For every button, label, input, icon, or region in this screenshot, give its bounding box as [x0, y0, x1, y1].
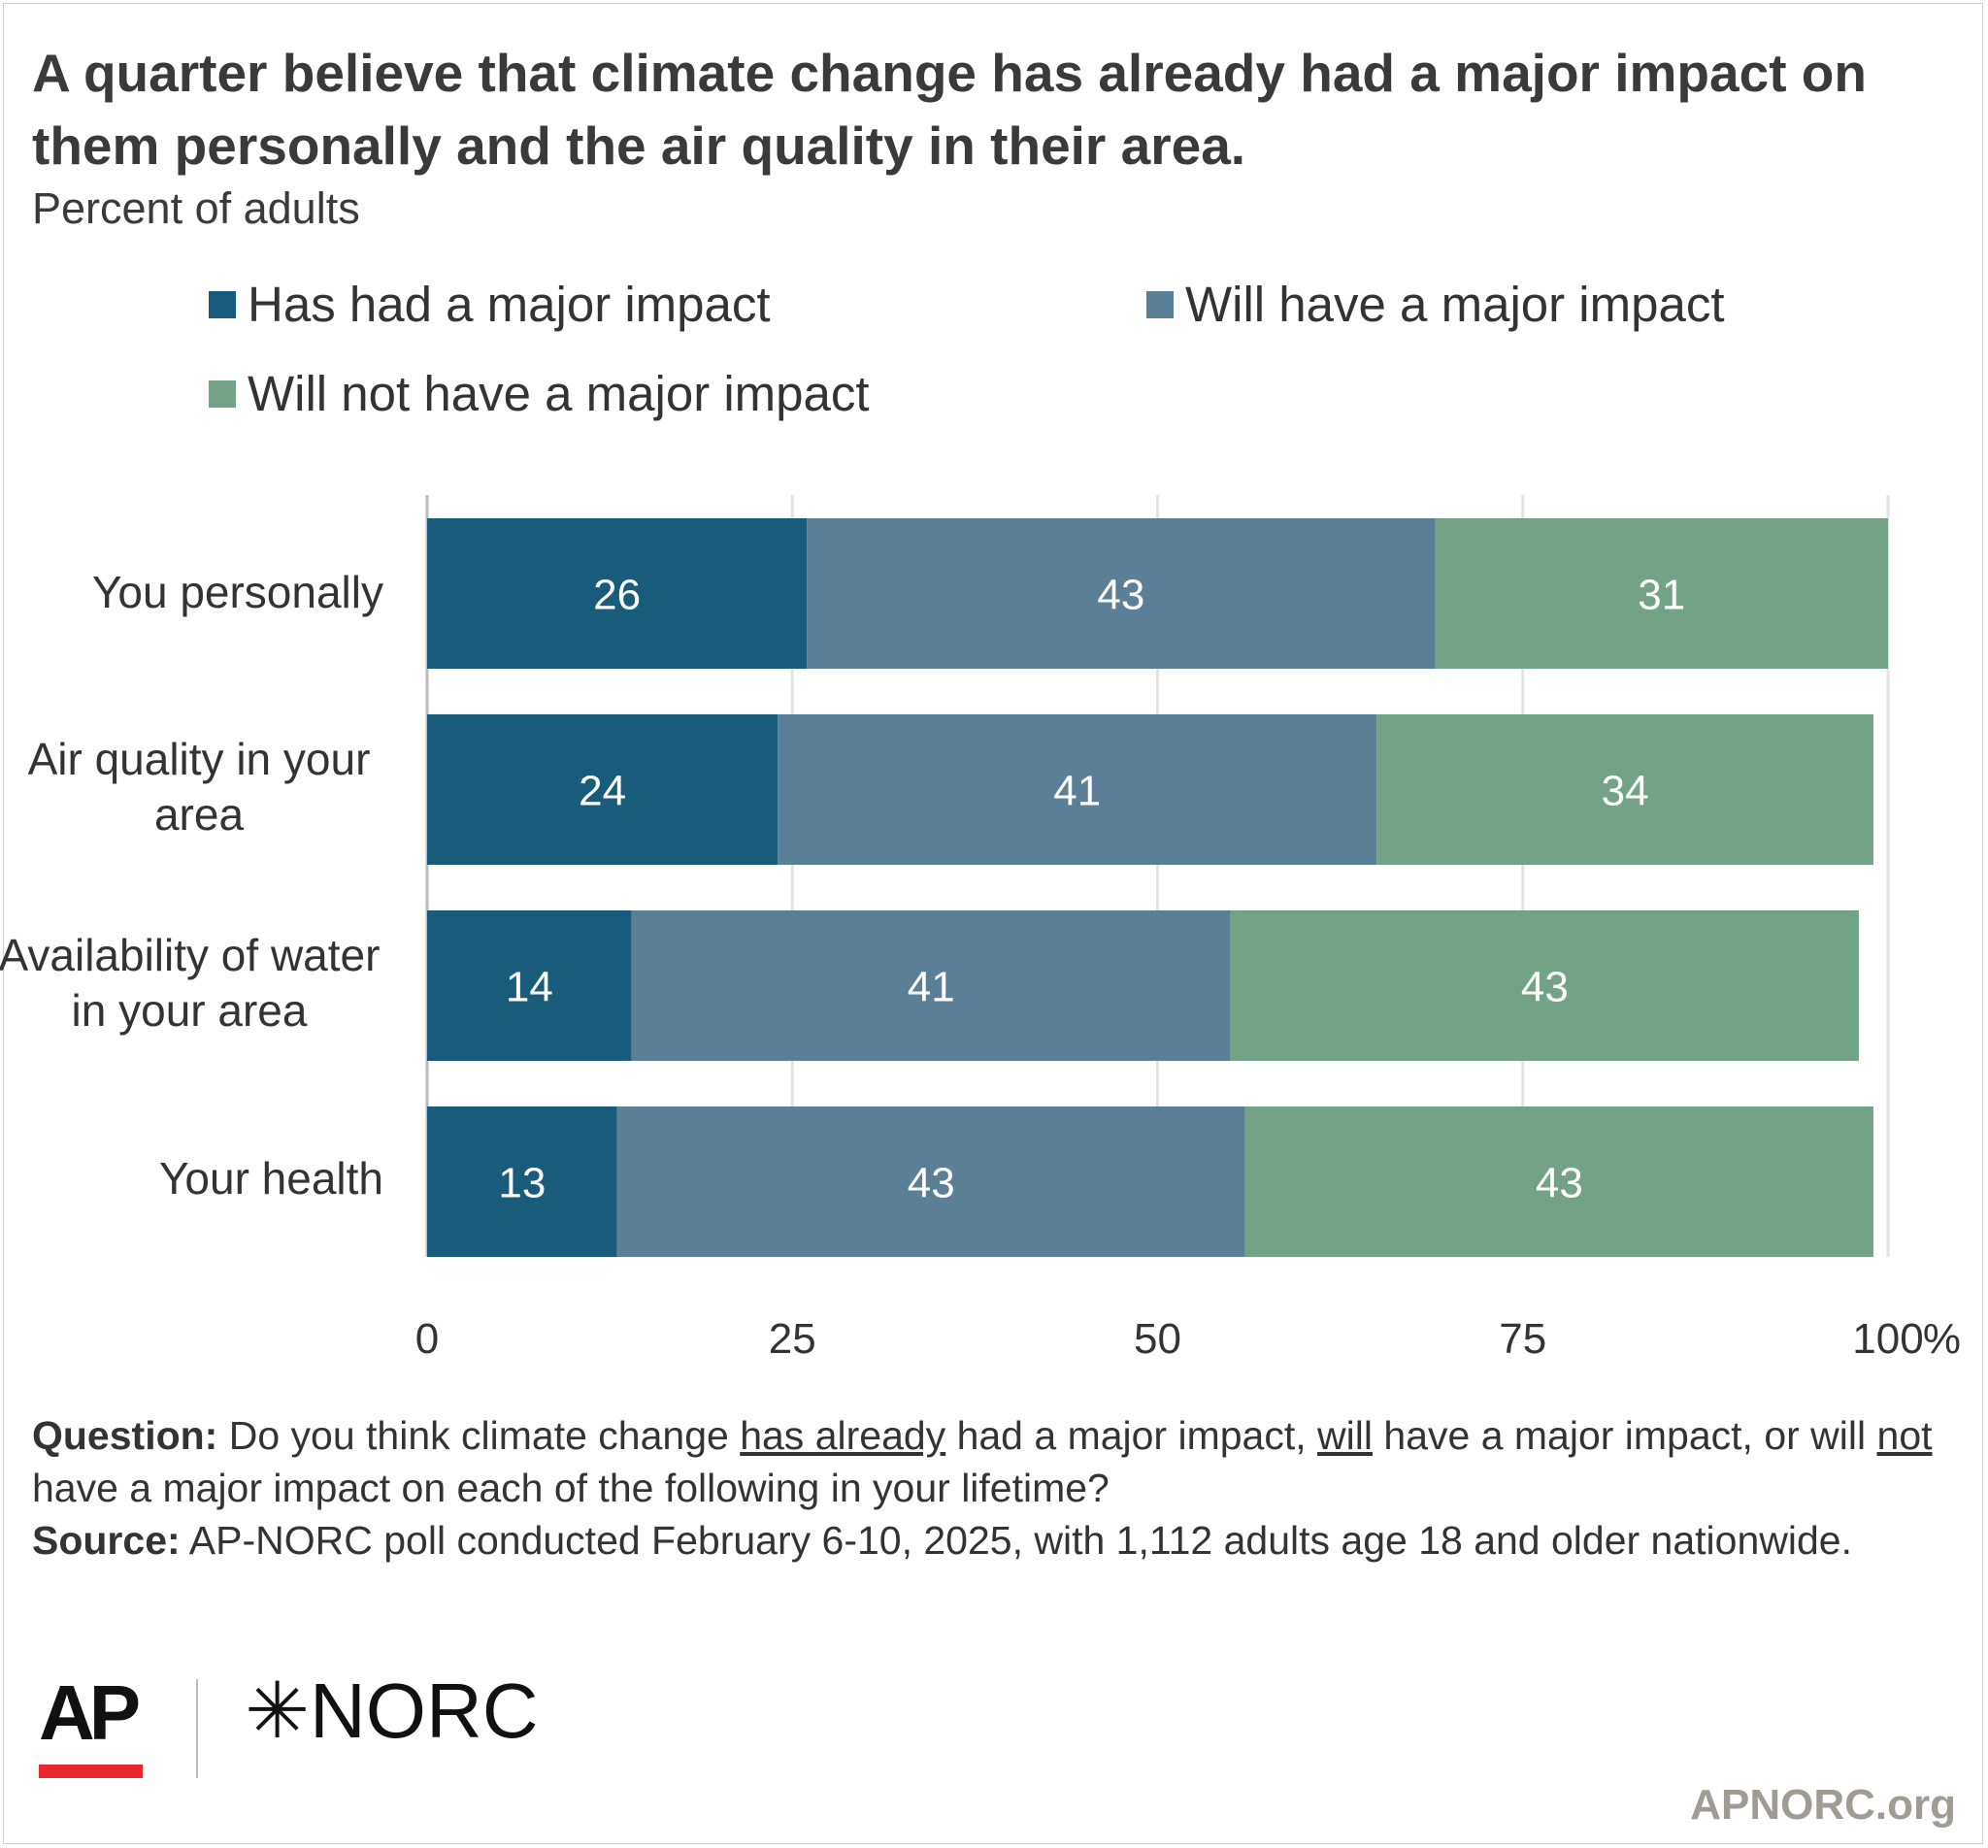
question-text-1: Do you think climate change [228, 1413, 729, 1458]
source-label: Source: [32, 1518, 181, 1563]
data-label: 43 [1521, 964, 1569, 1011]
data-label: 31 [1638, 572, 1685, 619]
bar-segment [1435, 518, 1888, 669]
chart-notes: Question: Do you think climate change ha… [32, 1409, 1954, 1567]
logo-divider [196, 1679, 198, 1778]
legend-label-has-had: Has had a major impact [248, 277, 771, 332]
question-label: Question: [32, 1413, 218, 1458]
bar-segment [427, 714, 779, 865]
data-label: 34 [1602, 768, 1649, 815]
chart-title: A quarter believe that climate change ha… [32, 43, 1867, 176]
question-text-3: have a major impact, or will [1383, 1413, 1867, 1458]
chart-subtitle: Percent of adults [32, 183, 360, 233]
data-label: 41 [908, 964, 955, 1011]
question-text-4: have a major impact on each of the follo… [32, 1466, 1110, 1510]
legend-item-will-not: Will not have a major impact [209, 365, 870, 423]
legend-item-has-had: Has had a major impact [209, 276, 771, 334]
bar-segment [778, 714, 1377, 865]
data-label: 13 [498, 1160, 546, 1207]
bar-segment [616, 1106, 1245, 1257]
x-tick-label: 0 [415, 1315, 439, 1363]
x-tick-label: 75 [1499, 1315, 1546, 1363]
data-label: 43 [1097, 572, 1144, 619]
site-url: APNORC.org [1690, 1781, 1956, 1829]
norc-logo: ✳NORC [245, 1667, 539, 1755]
data-label: 43 [908, 1160, 955, 1207]
legend-label-will-not: Will not have a major impact [248, 366, 870, 421]
category-label-water-availability: Availability of water in your area [0, 930, 381, 1036]
x-tick-label: 50 [1134, 1315, 1181, 1363]
bar-segment [807, 518, 1436, 669]
category-label-you-personally: You personally [91, 567, 383, 617]
bar-segment [631, 910, 1231, 1061]
data-label: 14 [506, 964, 553, 1011]
bar-segment [1230, 910, 1859, 1061]
legend-swatch-will-not [209, 380, 236, 408]
ap-logo-underline [39, 1765, 143, 1778]
chart-frame [3, 3, 1983, 1844]
legend-item-will-have: Will have a major impact [1146, 276, 1725, 334]
data-label: 26 [593, 572, 641, 619]
bar-segment [427, 910, 632, 1061]
norc-logo-text: NORC [310, 1667, 539, 1754]
category-label-air-quality: Air quality in your area [27, 734, 371, 840]
question-text-2: had a major impact, [956, 1413, 1307, 1458]
category-label-your-health: Your health [158, 1153, 383, 1204]
bar-segment [1376, 714, 1873, 865]
x-unit-label: % [1923, 1315, 1961, 1363]
legend-swatch-will-have [1146, 291, 1174, 318]
question-not: not [1876, 1413, 1933, 1458]
legend-swatch-has-had [209, 291, 236, 318]
bar-segment [427, 1106, 617, 1257]
source-text: AP-NORC poll conducted February 6-10, 20… [188, 1518, 1852, 1563]
x-tick-label: 100 [1852, 1315, 1923, 1363]
data-label: 43 [1536, 1160, 1583, 1207]
bar-segment [1244, 1106, 1873, 1257]
data-label: 24 [579, 768, 626, 815]
bar-segment [427, 518, 808, 669]
norc-mark-icon: ✳ [245, 1667, 311, 1754]
bar-chart: 0 25 50 75 100 % 26 43 31 24 41 34 14 41 43 13 43 43 [415, 495, 1961, 1363]
question-will: will [1317, 1413, 1373, 1458]
ap-logo: AP [39, 1669, 141, 1756]
data-label: 41 [1053, 768, 1101, 815]
legend-label-will-have: Will have a major impact [1185, 277, 1725, 332]
x-tick-label: 25 [769, 1315, 816, 1363]
question-has-already: has already [740, 1413, 946, 1458]
